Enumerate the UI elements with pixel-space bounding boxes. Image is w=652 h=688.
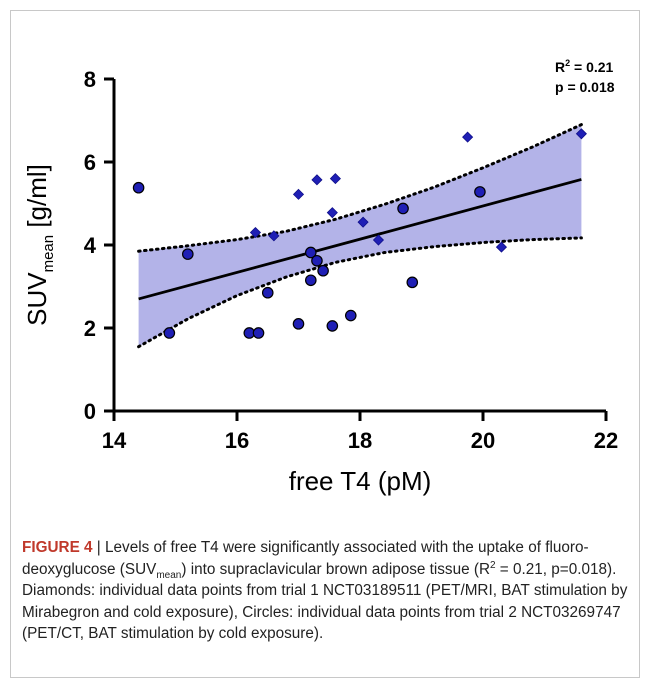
y-tick-label: 6 — [84, 150, 96, 175]
p-annotation: p = 0.018 — [555, 79, 615, 95]
circle-point — [317, 264, 329, 277]
y-axis-label: SUVmean [g/ml] — [22, 164, 57, 326]
circle-point — [182, 248, 194, 260]
circle-point — [474, 186, 486, 198]
diamond-point — [249, 226, 262, 239]
y-tick-label: 8 — [84, 67, 96, 92]
diamond-point — [311, 174, 323, 186]
circle-point — [252, 327, 265, 339]
caption-text-1: Levels of free T4 were significantly ass… — [22, 539, 589, 578]
diamond-point — [268, 230, 280, 242]
caption-separator: | — [92, 539, 106, 556]
circle-point — [261, 286, 274, 299]
diamond-point — [329, 173, 341, 185]
y-tick-label: 2 — [84, 316, 96, 341]
circle-point — [311, 254, 323, 267]
x-tick-label: 16 — [225, 428, 249, 453]
diamond-point — [292, 188, 305, 200]
confidence-band-layer — [137, 123, 583, 349]
diamond-point — [372, 234, 385, 246]
scatter-chart: 14 16 18 20 22 0 2 4 6 8 free T4 (pM) SUVmean [g/… — [22, 58, 618, 496]
confidence-band-area — [138, 124, 582, 347]
diamond-point — [357, 216, 369, 228]
y-axis-label-unit: [g/ml] — [22, 164, 52, 235]
caption-label: FIGURE 4 — [22, 539, 93, 556]
lower-confidence-line — [137, 236, 583, 349]
y-axis-label-main: SUV — [22, 272, 52, 326]
x-tick-label: 20 — [471, 428, 495, 453]
r2-label: R — [555, 59, 565, 75]
caption-sup: 2 — [490, 559, 496, 571]
y-axis-label-sub: mean — [40, 235, 57, 273]
circle-point — [163, 327, 176, 339]
r2-annotation: R2 = 0.21 — [555, 58, 614, 75]
circle-point — [304, 274, 317, 287]
caption-text-2: ) into supraclavicular brown adipose tis… — [181, 560, 490, 578]
circle-point — [344, 309, 357, 322]
circle-point — [304, 246, 317, 259]
tick-layer: 14 16 18 20 22 0 2 4 6 8 — [84, 67, 618, 453]
circle-point — [132, 181, 145, 194]
regression-line — [138, 178, 582, 301]
x-tick-label: 14 — [102, 428, 127, 453]
figure-caption: FIGURE 4 | Levels of free T4 were signif… — [22, 537, 632, 645]
y-tick-label: 4 — [84, 233, 97, 258]
circle-point — [406, 276, 419, 289]
r2-superscript: 2 — [565, 58, 570, 68]
upper-confidence-line — [137, 123, 583, 253]
caption-text-3: = 0.21, p=0.018). Diamonds: individual d… — [22, 560, 628, 643]
circle-point — [397, 202, 409, 215]
diamond-point — [462, 131, 474, 143]
y-tick-label: 0 — [84, 399, 96, 424]
x-tick-label: 22 — [594, 428, 618, 453]
circle-point — [292, 318, 305, 330]
diamond-point — [575, 128, 587, 140]
x-axis-label: free T4 (pM) — [289, 466, 432, 496]
diamond-point — [495, 241, 508, 253]
point-layer — [132, 128, 587, 339]
diamond-point — [326, 207, 338, 219]
x-tick-label: 18 — [348, 428, 372, 453]
r2-value: = 0.21 — [570, 59, 613, 75]
caption-sub: mean — [156, 569, 182, 581]
circle-point — [326, 320, 339, 332]
regression-layer — [138, 178, 582, 301]
